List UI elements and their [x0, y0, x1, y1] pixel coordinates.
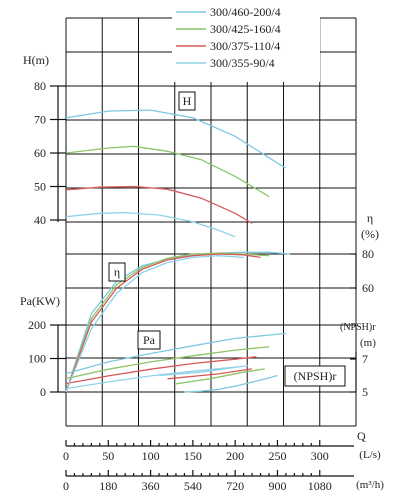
eta-curve: [65, 253, 261, 393]
x-m3h-tick-label: 900: [268, 479, 286, 493]
legend-entry-label: 300/375-110/4: [210, 39, 280, 53]
x-ls-tick-label: 150: [184, 449, 202, 463]
h-tick-label: 50: [34, 180, 46, 194]
npsh-axis-label: (NPSH)r: [340, 322, 376, 333]
eta-axis-label: η: [367, 211, 373, 225]
x-ls-tick-label: 100: [142, 449, 160, 463]
x-m3h-tick-label: 0: [63, 479, 69, 493]
eta-curve: [65, 255, 244, 393]
h-curve: [65, 145, 270, 198]
legend-entry-label: 300/425-160/4: [210, 22, 281, 36]
chart-labels: 300/460-200/4 300/425-160/4 300/375-110/4 3…: [20, 2, 384, 493]
x-ls-tick-label: 0: [63, 449, 69, 463]
x-ls-tick-label: 300: [311, 449, 329, 463]
x-m3h-tick-label: 360: [142, 479, 160, 493]
x-m3h-tick-label: 540: [184, 479, 202, 493]
npsh-tick-label: 7: [362, 352, 368, 366]
npsh-tick-label: 5: [362, 385, 368, 399]
h-tick-label: 40: [34, 213, 46, 227]
npsh-panel-label-box: [284, 365, 346, 387]
npsh-curve: [167, 368, 253, 380]
eta-tick-label: 80: [362, 247, 374, 261]
eta-panel-label-box: [108, 262, 126, 282]
h-panel-label: H: [183, 94, 192, 108]
x-m3h-tick-label: 180: [99, 479, 117, 493]
eta-tick-label: 60: [362, 281, 374, 295]
x-ls-tick-label: 50: [102, 449, 114, 463]
npsh-curve: [175, 368, 265, 385]
pa-panel-label-box: [137, 330, 161, 350]
h-curve: [65, 109, 287, 169]
h-tick-label: 60: [34, 146, 46, 160]
pa-curve: [65, 332, 286, 375]
x-axis-unit-ls: (L/s): [359, 449, 381, 461]
pa-tick-label: 0: [40, 385, 46, 399]
pa-curve: [65, 346, 270, 380]
pa-panel-label: Pa: [143, 333, 156, 347]
h-curve: [65, 185, 253, 224]
x-m3h-tick-label: 1080: [308, 479, 332, 493]
eta-curve: [65, 251, 291, 393]
h-axis-label: H(m): [23, 53, 49, 67]
npsh-curve: [184, 374, 278, 393]
x-m3h-tick-label: 720: [226, 479, 244, 493]
legend-entry-label: 300/460-200/4: [210, 5, 281, 19]
pa-tick-label: 100: [28, 352, 46, 366]
npsh-axis-unit: (m): [360, 337, 376, 349]
h-tick-label: 80: [34, 79, 46, 93]
x-ls-tick-label: 250: [268, 449, 286, 463]
x-axis-label: Q: [357, 429, 366, 443]
x-ls-tick-label: 200: [226, 449, 244, 463]
npsh-panel-label: (NPSH)r: [294, 369, 337, 383]
pa-curve: [65, 365, 248, 390]
npsh-curve: [158, 366, 236, 377]
h-tick-label: 70: [34, 113, 46, 127]
eta-curve: [65, 252, 270, 393]
chart-curves: [65, 109, 291, 393]
h-panel-label-box: [178, 91, 196, 111]
pa-tick-label: 200: [28, 318, 46, 332]
legend-entry-label: 300/355-90/4: [210, 56, 275, 70]
chart-grid: [50, 17, 357, 477]
pa-axis-label: Pa(KW): [20, 294, 60, 308]
eta-axis-unit: (%): [361, 227, 379, 241]
eta-panel-label: η: [114, 265, 120, 279]
x-axis-unit-m3h: (m³/h): [356, 479, 384, 491]
pa-curve: [65, 356, 257, 385]
h-curve: [65, 211, 236, 238]
legend-box: [172, 2, 320, 82]
